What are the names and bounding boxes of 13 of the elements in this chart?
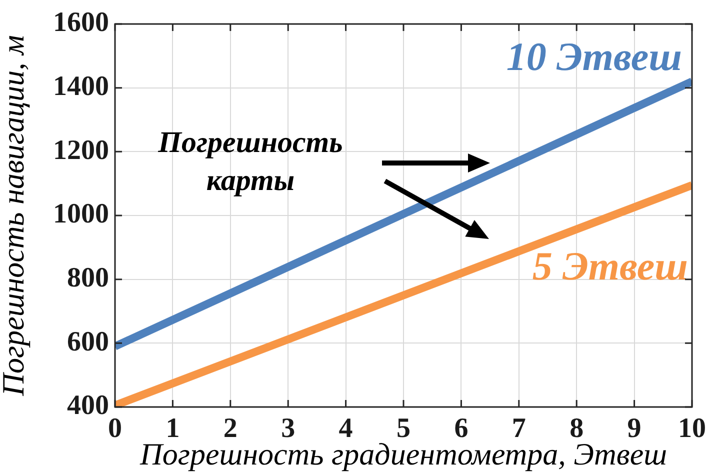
x-tick-label: 0 [108,413,122,444]
series-label: 10 Этвеш [506,34,682,79]
y-tick-label: 1600 [53,7,109,38]
y-tick-label: 400 [67,390,109,422]
x-tick-label: 10 [678,413,706,444]
y-tick-label: 1200 [53,134,109,166]
annotation: Погрешность карты [157,125,344,198]
y-tick-label: 1000 [53,198,109,230]
y-tick-label: 800 [67,262,109,294]
y-axis-title: Погрешность навигации, м [0,35,31,397]
series-label: 5 Этвеш [532,244,688,289]
y-tick-label: 1400 [53,71,109,102]
y-tick-label: 600 [67,326,109,358]
